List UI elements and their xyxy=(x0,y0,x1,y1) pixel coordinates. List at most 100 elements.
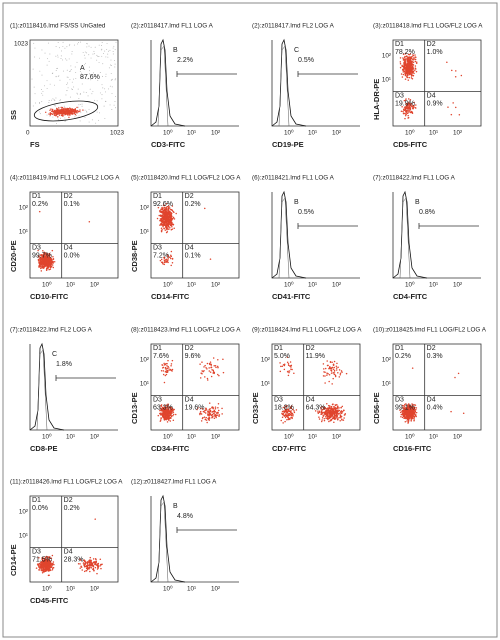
event-dot xyxy=(112,47,114,49)
event-dot xyxy=(327,372,329,375)
event-dot xyxy=(171,261,174,264)
event-dot xyxy=(39,111,40,113)
event-dot xyxy=(217,373,219,376)
event-dot xyxy=(104,117,106,119)
event-dot xyxy=(98,112,100,114)
histogram xyxy=(29,342,65,431)
y-tick-label: 10² xyxy=(140,205,149,212)
event-dot xyxy=(49,114,52,116)
event-dot xyxy=(340,407,342,409)
event-dot xyxy=(51,249,54,252)
event-dot xyxy=(286,370,289,373)
event-dot xyxy=(49,268,52,270)
event-dot xyxy=(77,88,79,90)
event-dot xyxy=(168,406,171,408)
quadrant-percent: 0.2% xyxy=(395,353,411,360)
event-dot xyxy=(77,106,79,108)
quadrant-label: D3 xyxy=(153,244,162,251)
event-dot xyxy=(295,409,298,411)
event-dot xyxy=(69,79,71,81)
event-dot xyxy=(450,113,453,116)
event-dot xyxy=(166,413,168,416)
event-dot xyxy=(46,268,48,270)
quadrant-percent: 19.6% xyxy=(185,404,205,411)
event-dot xyxy=(406,412,408,415)
event-dot xyxy=(454,75,457,78)
event-dot xyxy=(400,416,402,418)
y-tick-label: 10² xyxy=(19,205,28,212)
event-dot xyxy=(406,57,408,60)
event-dot xyxy=(330,370,333,372)
event-dot xyxy=(72,89,73,90)
event-dot xyxy=(165,404,168,406)
event-dot xyxy=(110,64,111,66)
quadrant-label: D2 xyxy=(185,193,194,200)
event-dot xyxy=(114,101,116,102)
event-dot xyxy=(402,109,405,111)
event-dot xyxy=(78,104,80,106)
event-dot xyxy=(79,558,81,560)
event-dot xyxy=(157,206,160,209)
event-dot xyxy=(333,406,335,408)
event-dot xyxy=(205,419,208,421)
event-dot xyxy=(60,55,62,57)
event-dot xyxy=(407,71,409,74)
plot-box xyxy=(29,39,119,127)
y-axis-label: SS xyxy=(9,110,18,120)
event-dot xyxy=(48,255,50,257)
event-dot xyxy=(45,269,48,272)
event-dot xyxy=(162,412,164,414)
x-axis-label: CD4-FITC xyxy=(393,292,428,301)
event-dot xyxy=(67,82,68,84)
x-tick-label: 10² xyxy=(90,434,99,441)
event-dot xyxy=(163,207,166,209)
event-dot xyxy=(399,66,402,69)
event-dot xyxy=(67,112,69,115)
event-dot xyxy=(71,51,73,52)
event-dot xyxy=(412,74,414,77)
event-dot xyxy=(57,56,59,58)
event-dot xyxy=(167,215,169,217)
event-dot xyxy=(321,416,324,419)
event-dot xyxy=(80,112,82,114)
event-dot xyxy=(83,91,85,93)
event-dot xyxy=(39,262,42,264)
x-tick-label: 10² xyxy=(211,586,220,593)
event-dot xyxy=(338,376,341,378)
event-dot xyxy=(64,47,66,49)
event-dot xyxy=(170,255,173,258)
event-dot xyxy=(49,564,51,567)
event-dot xyxy=(112,53,114,55)
event-dot xyxy=(166,369,169,372)
event-dot xyxy=(58,107,60,109)
event-dot xyxy=(333,369,336,372)
event-dot xyxy=(56,108,59,110)
event-dot xyxy=(338,416,340,419)
event-dot xyxy=(411,66,413,69)
event-dot xyxy=(33,42,35,44)
event-dot xyxy=(48,556,51,558)
marker-percent: 0.8% xyxy=(419,209,435,216)
event-dot xyxy=(279,370,282,373)
event-dot xyxy=(165,202,168,205)
event-dot xyxy=(65,58,67,60)
event-dot xyxy=(162,370,165,372)
event-dot xyxy=(39,562,41,565)
event-dot xyxy=(57,42,59,44)
event-dot xyxy=(209,361,212,363)
event-dot xyxy=(80,559,82,561)
event-dot xyxy=(41,558,43,560)
event-dot xyxy=(59,110,61,113)
event-dot xyxy=(458,113,461,116)
event-dot xyxy=(42,90,44,92)
event-dot xyxy=(55,70,57,71)
event-dot xyxy=(62,109,64,111)
quadrant-percent: 0.2% xyxy=(64,505,80,512)
event-dot xyxy=(81,72,83,74)
event-dot xyxy=(203,416,206,418)
event-dot xyxy=(402,73,405,76)
event-dot xyxy=(70,69,72,70)
event-dot xyxy=(92,558,95,560)
event-dot xyxy=(41,265,44,267)
quadrant-label: D2 xyxy=(64,193,73,200)
